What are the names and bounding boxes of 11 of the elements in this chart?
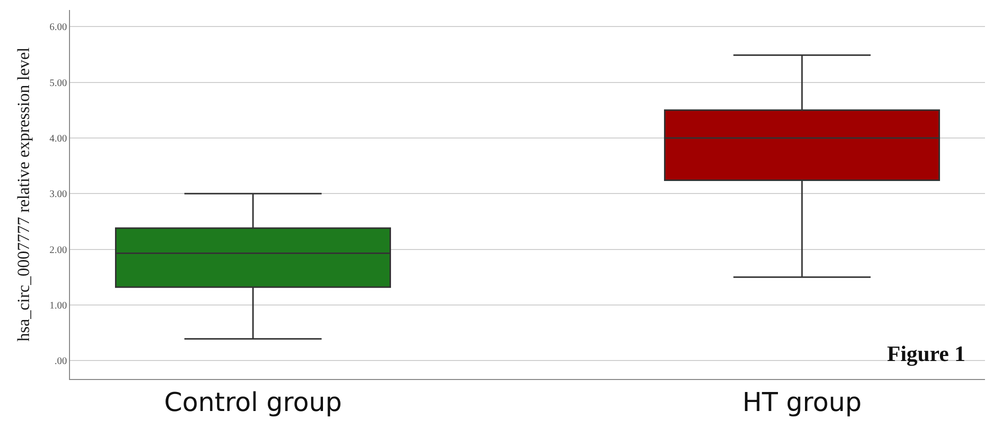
y-tick-label: 6.00 — [50, 22, 67, 34]
y-tick-label: 2.00 — [50, 244, 67, 256]
y-tick-label: 3.00 — [50, 189, 67, 200]
x-tick-label: HT group — [742, 388, 862, 418]
y-tick-label: .00 — [54, 356, 67, 368]
y-axis-title: hsa_circ_0007777 relative expression level — [14, 47, 34, 342]
y-tick-label: 5.00 — [50, 78, 67, 89]
y-tick-label: 4.00 — [50, 134, 67, 145]
x-tick-label: Control group — [164, 388, 342, 418]
annotation: Figure 1 — [887, 341, 966, 366]
y-tick-label: 1.00 — [50, 300, 67, 312]
